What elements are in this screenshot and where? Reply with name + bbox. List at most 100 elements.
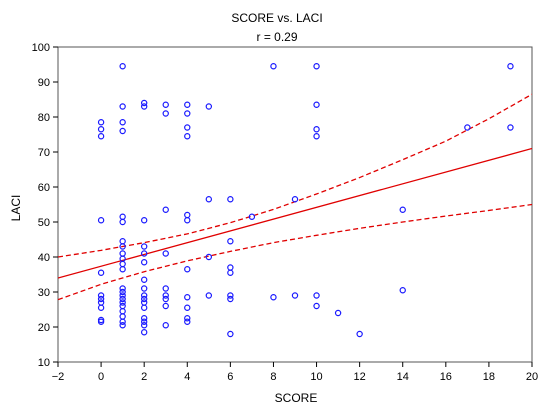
y-tick-label: 60 xyxy=(38,182,50,194)
data-point xyxy=(119,322,126,329)
data-point xyxy=(162,250,169,257)
y-tick-label: 80 xyxy=(38,112,50,124)
data-point xyxy=(97,217,105,224)
y-axis-label: LACI xyxy=(9,195,23,222)
data-point xyxy=(507,63,514,70)
data-point xyxy=(140,250,148,257)
data-point xyxy=(140,329,148,336)
data-point xyxy=(464,124,471,131)
data-point xyxy=(227,292,234,299)
data-point xyxy=(162,322,169,329)
data-point xyxy=(184,304,191,311)
x-tick-label: −2 xyxy=(52,371,65,383)
data-point xyxy=(140,315,148,322)
plot-area xyxy=(57,46,533,363)
data-point xyxy=(270,63,277,70)
data-point xyxy=(119,285,126,292)
data-point xyxy=(97,299,105,306)
data-point xyxy=(184,101,191,108)
data-point xyxy=(119,302,126,310)
data-point xyxy=(184,266,191,273)
chart-marks: −2 0 2 4 6 8 10 12 14 16 18 20 10 20 30 40 50 60 70 80 90 100 xyxy=(32,42,538,383)
data-point xyxy=(140,259,148,266)
data-point xyxy=(119,213,126,220)
data-point xyxy=(184,315,191,322)
data-point xyxy=(184,211,191,219)
data-point xyxy=(205,103,213,110)
y-tick-label: 40 xyxy=(38,252,50,264)
x-tick-label: 2 xyxy=(141,371,147,383)
x-tick-label: 14 xyxy=(397,371,409,383)
data-point xyxy=(140,243,148,250)
data-point xyxy=(227,264,234,271)
data-point xyxy=(140,285,148,292)
data-point xyxy=(140,322,148,329)
data-point xyxy=(205,253,213,261)
data-point xyxy=(227,295,234,303)
chart-subtitle: r = 0.29 xyxy=(256,30,297,44)
data-point xyxy=(227,196,234,203)
data-point xyxy=(313,292,320,299)
data-point xyxy=(162,292,169,299)
data-point xyxy=(140,217,148,224)
x-tick-label: 18 xyxy=(483,371,495,383)
data-point xyxy=(184,294,191,301)
y-tick-label: 90 xyxy=(38,77,50,89)
data-point xyxy=(119,127,126,135)
y-tick-label: 10 xyxy=(38,357,50,369)
data-point xyxy=(162,101,169,108)
x-tick-label: 16 xyxy=(440,371,452,383)
data-point xyxy=(119,250,126,257)
data-point xyxy=(184,110,191,117)
x-tick-label: 6 xyxy=(227,371,233,383)
data-point xyxy=(162,295,169,303)
data-point xyxy=(119,63,126,70)
data-point xyxy=(162,110,169,117)
data-point xyxy=(97,295,105,303)
data-point xyxy=(399,206,406,213)
x-tick-label: 8 xyxy=(270,371,276,383)
x-tick-label: 20 xyxy=(526,371,538,383)
data-point xyxy=(97,119,105,126)
data-point xyxy=(97,133,105,140)
data-point xyxy=(184,318,191,325)
x-tick-label: 12 xyxy=(354,371,366,383)
data-point xyxy=(334,309,342,317)
data-point xyxy=(140,292,148,299)
y-tick-label: 20 xyxy=(38,322,50,334)
data-point xyxy=(162,285,169,292)
confidence-band-lower xyxy=(58,203,532,301)
data-point xyxy=(205,196,213,203)
data-point xyxy=(140,299,148,306)
data-point xyxy=(205,292,213,299)
data-point xyxy=(162,302,169,310)
data-point xyxy=(140,99,148,107)
x-tick-label: 0 xyxy=(98,371,104,383)
data-point xyxy=(270,294,277,301)
data-point xyxy=(227,330,234,338)
data-point xyxy=(119,238,126,245)
data-point xyxy=(162,206,169,213)
y-tick-label: 30 xyxy=(38,287,50,299)
data-point xyxy=(248,213,256,220)
data-point xyxy=(119,299,126,306)
data-point xyxy=(313,101,320,108)
y-tick-label: 70 xyxy=(38,147,50,159)
data-point xyxy=(140,295,148,303)
data-point xyxy=(313,302,320,310)
data-point xyxy=(313,63,320,70)
data-point xyxy=(227,238,234,245)
data-point xyxy=(291,196,299,203)
data-point xyxy=(507,124,514,131)
data-point xyxy=(97,292,105,299)
data-point xyxy=(140,318,148,325)
data-point xyxy=(184,133,191,140)
chart-title: SCORE vs. LACI xyxy=(231,11,322,25)
data-point xyxy=(184,124,191,131)
data-point xyxy=(119,295,126,303)
y-tick-label: 50 xyxy=(38,217,50,229)
data-point xyxy=(140,103,148,110)
data-point xyxy=(313,133,320,140)
